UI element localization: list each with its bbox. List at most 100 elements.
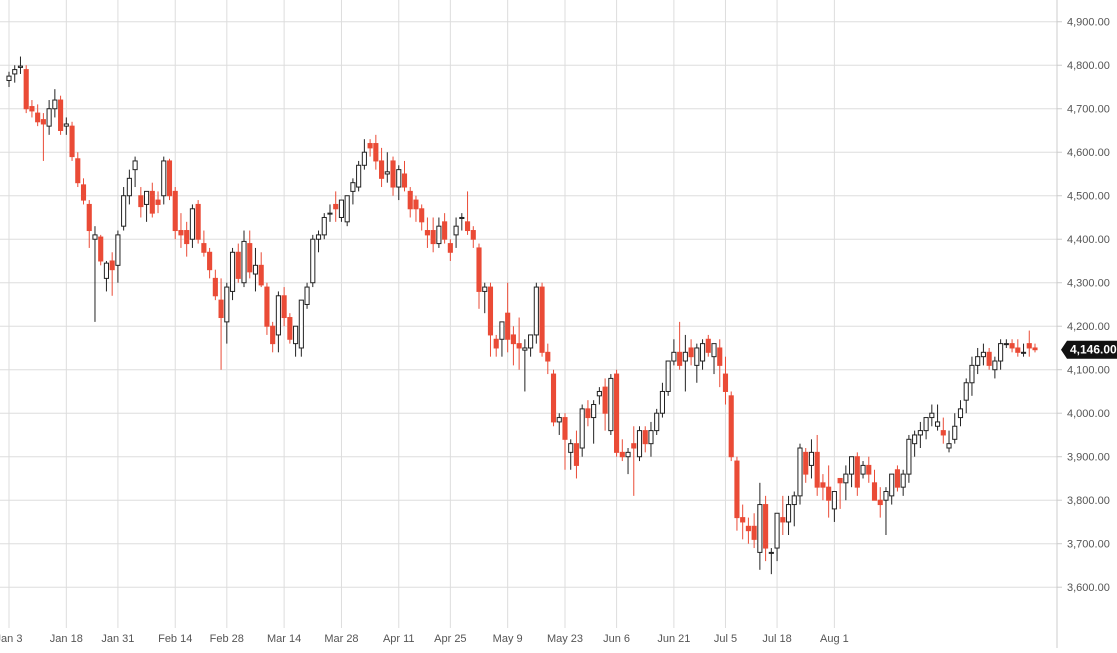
candle (889, 473, 895, 505)
candle-body (877, 499, 883, 506)
candle-body (430, 230, 436, 245)
candle-body (58, 99, 64, 131)
candle-body (367, 143, 373, 149)
candle-body (184, 230, 190, 245)
candle (6, 71, 12, 87)
candle (636, 426, 643, 462)
candle-body (975, 356, 981, 366)
candle (424, 217, 430, 248)
candle (447, 239, 453, 261)
candle (963, 378, 969, 414)
y-tick-label: 3,600.00 (1067, 582, 1110, 594)
candle-body (803, 451, 809, 475)
candle (596, 387, 602, 405)
candle-body (854, 456, 860, 488)
candle-body (642, 430, 648, 445)
candle-body (998, 343, 1004, 362)
candle (40, 113, 46, 161)
x-tick-label: May 9 (493, 633, 523, 645)
candle-body (826, 486, 832, 501)
candle (344, 195, 350, 227)
candle (155, 191, 161, 214)
candle-body (298, 299, 304, 349)
candle (957, 400, 964, 427)
candle-body (281, 295, 287, 319)
candle (384, 152, 390, 183)
candle (734, 456, 740, 531)
candle-body (482, 286, 488, 292)
candle (682, 334, 688, 392)
candle-body (247, 243, 253, 273)
candle (917, 421, 923, 449)
candle-body (321, 216, 327, 236)
candle-body (390, 160, 396, 188)
grid-lines (0, 0, 1057, 628)
candle (568, 439, 574, 470)
candle (442, 213, 448, 244)
candle-body (1003, 343, 1009, 346)
candle-body (6, 75, 12, 81)
candle-body (528, 334, 534, 349)
candle-body (487, 286, 494, 336)
candle-body (436, 225, 442, 245)
candle (29, 100, 35, 118)
candle (396, 165, 402, 201)
candle-body (132, 160, 138, 171)
candle (751, 513, 757, 549)
candle-body (705, 338, 711, 353)
candle-body (946, 443, 952, 449)
candle (688, 339, 694, 366)
candle-body (763, 504, 769, 549)
candle-body (310, 238, 316, 284)
candle-body (396, 169, 402, 188)
candle-body (522, 347, 528, 351)
candle (854, 452, 860, 496)
candle-body (161, 160, 167, 197)
candle (201, 230, 207, 257)
candle (132, 156, 138, 188)
candle (92, 226, 98, 322)
candle (992, 356, 998, 379)
candle (212, 269, 218, 301)
candle-body (52, 99, 58, 110)
candle-body (740, 517, 746, 523)
candle (229, 247, 236, 301)
candle (172, 187, 178, 240)
candle-body (871, 482, 878, 501)
y-tick-label: 4,500.00 (1067, 191, 1110, 203)
candle-body (757, 504, 763, 553)
candle-body (172, 190, 178, 232)
candle (671, 339, 677, 366)
candle-body (35, 112, 41, 123)
candle (207, 247, 213, 279)
candle-body (344, 195, 350, 223)
candles-layer (6, 56, 1038, 575)
candle-body (1009, 343, 1015, 349)
x-tick-label: Jul 5 (714, 633, 737, 645)
candle-body (264, 286, 270, 327)
candle-body (98, 236, 104, 262)
candle-body (201, 243, 207, 253)
candle-body (665, 360, 671, 392)
candle (80, 178, 87, 205)
y-tick-label: 4,100.00 (1067, 365, 1110, 377)
candle (17, 56, 24, 74)
candle (522, 339, 528, 392)
candle (986, 347, 992, 370)
candle-body (424, 230, 430, 236)
candle (585, 400, 591, 427)
candle-body (69, 125, 75, 158)
candle-body (556, 417, 562, 423)
candle (86, 200, 92, 248)
candle (866, 456, 872, 483)
candle-body (889, 473, 895, 497)
candle (1020, 343, 1027, 357)
x-tick-label: Jan 3 (0, 633, 22, 645)
candle (591, 400, 597, 444)
last-price-badge: 4,146.00 (1061, 340, 1117, 359)
candle-body (350, 182, 356, 192)
candle (75, 152, 81, 188)
candle (356, 160, 362, 192)
candle (894, 465, 900, 492)
